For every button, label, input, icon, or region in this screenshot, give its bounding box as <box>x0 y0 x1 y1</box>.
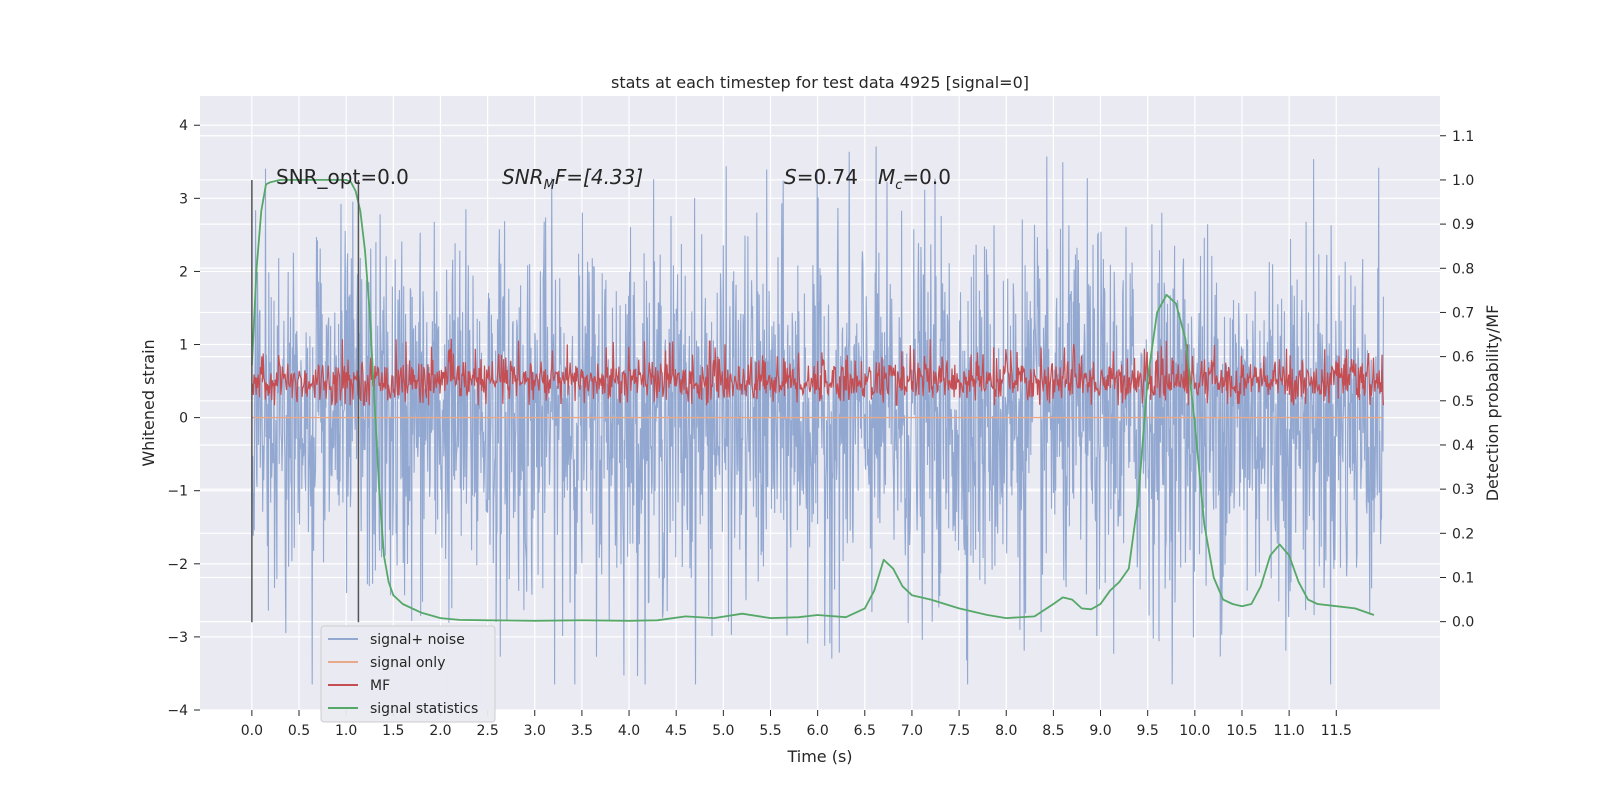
mc-sub: c <box>895 178 902 193</box>
y-tick-label: −4 <box>167 703 188 719</box>
y-right-tick-label: 0.8 <box>1452 261 1474 277</box>
x-tick-label: 9.5 <box>1137 723 1159 739</box>
y-axis-label: Whitened strain <box>139 339 158 466</box>
x-tick-label: 11.5 <box>1321 723 1352 739</box>
y-right-tick-label: 0.1 <box>1452 570 1474 586</box>
x-tick-label: 10.5 <box>1226 723 1257 739</box>
x-tick-label: 1.0 <box>335 723 357 739</box>
y-tick-label: 2 <box>179 264 188 280</box>
x-tick-label: 8.5 <box>1042 723 1064 739</box>
x-tick-label: 4.0 <box>618 723 640 739</box>
x-tick-label: 6.5 <box>854 723 876 739</box>
axes: 0.0 0.5 1.0 1.5 2.0 2.5 3.0 3.5 4.0 4.5 5.0 5.5 6.0 6… <box>167 118 1474 739</box>
y-right-tick-label: 0.0 <box>1452 615 1474 631</box>
y-right-tick-label: 0.9 <box>1452 217 1474 233</box>
annotation-mc: Mc=0.0 <box>878 165 951 193</box>
y-tick-label: −2 <box>167 557 188 573</box>
y-tick-label: 4 <box>179 118 188 134</box>
series-signal-noise <box>251 146 1384 685</box>
x-tick-label: 7.0 <box>901 723 923 739</box>
s-value: =0.74 <box>797 165 858 189</box>
x-tick-label: 10.0 <box>1179 723 1210 739</box>
y-right-tick-label: 0.2 <box>1452 526 1474 542</box>
x-tick-label: 6.0 <box>807 723 829 739</box>
s-label: S <box>784 165 797 189</box>
series-signal-statistics <box>251 178 1375 622</box>
legend-box <box>320 625 496 723</box>
chart-title: stats at each timestep for test data 492… <box>611 73 1029 92</box>
legend-label-signal-noise: signal+ noise <box>370 632 465 648</box>
legend: signal+ noise signal only MF signal stat… <box>320 625 496 723</box>
x-tick-label: 3.5 <box>571 723 593 739</box>
series-mf <box>251 338 1384 406</box>
y-axis-right-label: Detection probability/MF <box>1483 305 1502 502</box>
y-right-tick-label: 1.0 <box>1452 173 1474 189</box>
series-layer <box>251 146 1384 685</box>
x-axis-label: Time (s) <box>786 747 852 766</box>
y-tick-label: 1 <box>179 338 188 354</box>
y-right-tick-label: 0.4 <box>1452 438 1474 454</box>
x-tick-label: 4.5 <box>665 723 687 739</box>
x-tick-label: 8.0 <box>995 723 1017 739</box>
annotation-s: S=0.74 <box>784 165 858 189</box>
x-tick-label: 1.5 <box>382 723 404 739</box>
y-right-tick-label: 0.6 <box>1452 350 1474 366</box>
mc-label: M <box>878 165 895 189</box>
annotation-snr-opt: SNR_opt=0.0 <box>276 165 409 189</box>
y-right-tick-label: 1.1 <box>1452 129 1474 145</box>
legend-label-signal-statistics: signal statistics <box>370 701 478 717</box>
x-tick-label: 3.0 <box>524 723 546 739</box>
y-right-tick-label: 0.3 <box>1452 482 1474 498</box>
x-tick-label: 5.0 <box>712 723 734 739</box>
snr-mf-sub: M <box>544 178 555 193</box>
x-tick-label: 11.0 <box>1274 723 1305 739</box>
mc-value: =0.0 <box>902 165 951 189</box>
x-tick-label: 9.0 <box>1089 723 1111 739</box>
vertical-lines <box>251 180 360 623</box>
legend-label-signal-only: signal only <box>370 655 445 671</box>
y-tick-label: 3 <box>179 191 188 207</box>
x-tick-label: 0.0 <box>241 723 263 739</box>
x-tick-label: 5.5 <box>759 723 781 739</box>
legend-label-mf: MF <box>370 678 390 694</box>
x-tick-label: 2.5 <box>476 723 498 739</box>
y-tick-label: 0 <box>179 411 188 427</box>
x-tick-label: 2.0 <box>429 723 451 739</box>
x-tick-label: 7.5 <box>948 723 970 739</box>
snr-mf-suffix: F=[4.33] <box>555 165 643 189</box>
y-right-tick-label: 0.5 <box>1452 394 1474 410</box>
y-tick-label: −1 <box>167 484 188 500</box>
y-right-tick-label: 0.7 <box>1452 305 1474 321</box>
snr-mf-prefix: SNR <box>502 165 544 189</box>
annotation-snr-mf: SNRMF=[4.33] <box>502 165 643 193</box>
y-tick-label: −3 <box>167 630 188 646</box>
x-tick-label: 0.5 <box>288 723 310 739</box>
